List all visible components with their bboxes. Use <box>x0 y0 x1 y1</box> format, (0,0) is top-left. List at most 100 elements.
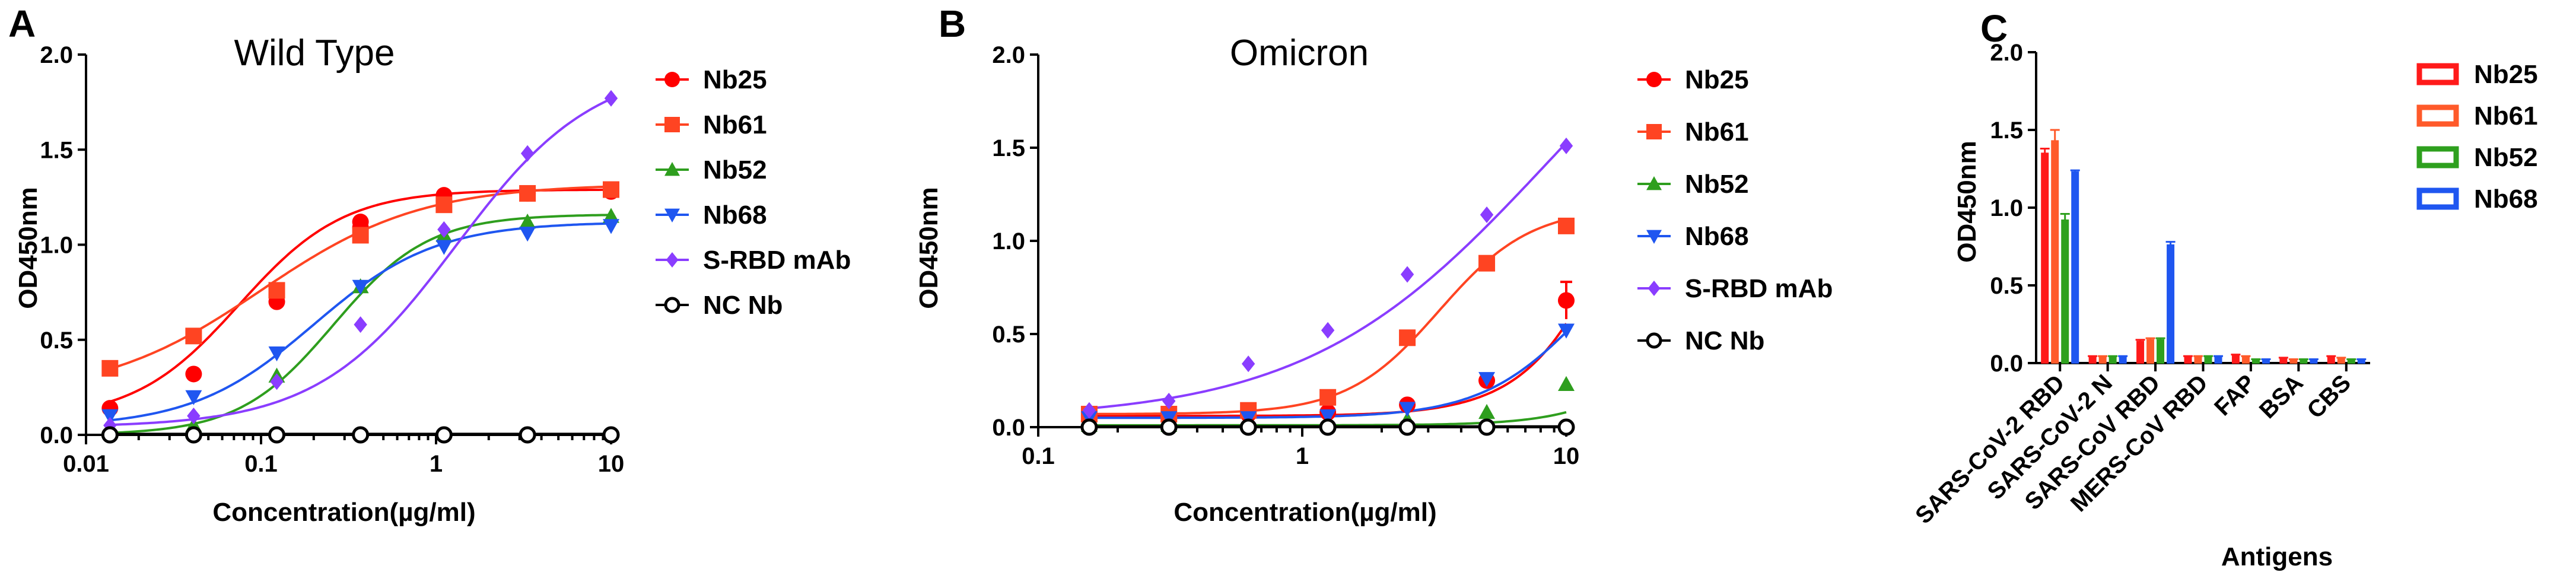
point-nc-nb <box>1239 418 1257 436</box>
series-nb68 <box>1080 323 1575 427</box>
curve-nb61 <box>1089 218 1567 415</box>
panel-b-plot-area: 0.0 0.5 1.0 1.5 2.0 0.1 1 10 <box>992 42 1579 469</box>
y-tick-label: 2.0 <box>40 42 73 68</box>
series-s-rbd-mab <box>1082 137 1573 419</box>
legend-swatch <box>2416 63 2459 85</box>
point-s-rbd-mab <box>1082 402 1096 419</box>
point-nc-nb <box>519 426 536 444</box>
legend-marker <box>1646 332 1662 349</box>
point-nb25 <box>1558 292 1575 309</box>
legend-marker <box>1646 230 1662 244</box>
bar-nb68-sars-cov-rbd <box>2167 244 2175 364</box>
y-tick-label: 0.5 <box>40 327 73 354</box>
legend-item-nb52: Nb52 <box>2416 143 2538 172</box>
point-nb61 <box>1478 255 1496 272</box>
point-nc-nb <box>602 426 620 444</box>
bar-nb68-sars-cov-2-n <box>2119 356 2127 364</box>
y-tick-label: 1.0 <box>992 228 1025 255</box>
point-nc-nb <box>1557 418 1575 436</box>
panel-a-title: Wild Type <box>234 33 395 74</box>
x-tick-label: FAP <box>2209 370 2260 421</box>
panel-b-x-axis-label: Concentration(µg/ml) <box>1173 498 1436 527</box>
point-nb68 <box>519 227 536 242</box>
bar-nb52-sars-cov-2-n <box>2108 356 2117 364</box>
point-nc-nb <box>101 426 119 444</box>
series-nc-nb <box>1080 418 1575 436</box>
legend-label: Nb25 <box>2474 60 2538 89</box>
legend-label: Nb25 <box>1685 65 1749 94</box>
bar-nb61-sars-cov-rbd <box>2146 339 2155 364</box>
legend-label: Nb25 <box>703 65 767 94</box>
bar-nb25-sars-cov-2-rbd <box>2041 152 2049 364</box>
point-nb68 <box>435 240 453 255</box>
point-s-rbd-mab <box>1321 322 1335 339</box>
legend-label: Nb52 <box>2474 143 2538 172</box>
legend-label: S-RBD mAb <box>1685 274 1833 303</box>
bar-nb61-cbs <box>2337 358 2345 364</box>
series-s-rbd-mab <box>103 90 618 434</box>
legend-label: Nb61 <box>703 110 767 139</box>
legend-item-s-rbd-mab: S-RBD mAb <box>656 246 851 275</box>
bar-nb25-sars-cov-2-n <box>2088 356 2097 364</box>
point-nb68 <box>185 390 202 405</box>
legend-item-nb25: Nb25 <box>656 65 767 94</box>
legend-marker <box>664 117 680 132</box>
x-tick-label: BSA <box>2254 370 2308 424</box>
curve-s-rbd-mab <box>110 97 612 427</box>
legend-label: Nb61 <box>1685 117 1749 147</box>
x-tick-label: 0.1 <box>244 451 278 477</box>
point-nb25-replicate <box>352 214 369 231</box>
curve-s-rbd-mab <box>1089 142 1567 410</box>
bar-nb68-cbs <box>2357 359 2365 364</box>
panel-a-plot-area: 0.0 0.5 1.0 1.5 2.0 0.01 0.1 1 10 <box>40 42 624 477</box>
series-nb68 <box>101 219 619 424</box>
point-s-rbd-mab <box>1162 393 1176 410</box>
point-nb52 <box>519 214 536 229</box>
legend-item-nb61: Nb61 <box>1637 117 1749 147</box>
y-tick-label: 2.0 <box>992 42 1025 68</box>
legend-label: Nb61 <box>2474 101 2538 131</box>
legend-marker <box>664 208 680 222</box>
x-tick-label: CBS <box>2302 370 2356 424</box>
panel-a-letter: A <box>8 2 36 45</box>
legend-item-nc-nb: NC Nb <box>1637 326 1764 355</box>
legend-item-nb25: Nb25 <box>1637 65 1749 94</box>
panel-c-legend: Nb25 Nb61 Nb52 Nb68 <box>2416 60 2538 214</box>
bar-nb61-sars-cov-2-rbd <box>2051 140 2059 364</box>
point-nb52 <box>1558 376 1575 391</box>
point-nc-nb <box>435 426 453 444</box>
legend-item-nb61: Nb61 <box>656 110 767 139</box>
bar-nb68-mers-cov-rbd <box>2214 356 2222 364</box>
point-nb68 <box>603 219 619 234</box>
bar-nb25-fap <box>2231 354 2240 364</box>
legend-label: Nb68 <box>1685 222 1749 251</box>
legend-swatch <box>2416 146 2459 168</box>
legend-item-nc-nb: NC Nb <box>656 291 783 320</box>
point-nb61 <box>352 227 369 244</box>
y-tick-label: 0.0 <box>40 422 73 449</box>
bar-nb61-fap <box>2241 356 2250 364</box>
point-s-rbd-mab <box>520 145 535 162</box>
point-s-rbd-mab <box>270 373 284 390</box>
legend-swatch <box>2416 187 2459 210</box>
point-nc-nb <box>1398 418 1416 436</box>
legend-item-nb25: Nb25 <box>2416 60 2538 89</box>
bar-nb68-bsa <box>2310 359 2318 364</box>
point-nb68 <box>1478 372 1496 387</box>
x-tick-label: 10 <box>598 451 625 477</box>
bar-nb52-sars-cov-rbd <box>2157 339 2165 364</box>
y-tick-label: 1.5 <box>40 137 73 163</box>
point-nb68 <box>1319 409 1337 425</box>
point-s-rbd-mab <box>1559 137 1573 154</box>
legend-item-nb68: Nb68 <box>1637 222 1749 251</box>
legend-item-nb68: Nb68 <box>2416 185 2538 214</box>
bar-nb61-mers-cov-rbd <box>2194 356 2202 364</box>
point-nb61 <box>268 282 285 299</box>
point-nc-nb <box>1160 418 1178 436</box>
point-s-rbd-mab <box>604 90 618 107</box>
point-s-rbd-mab <box>1480 206 1494 224</box>
point-nb61 <box>1319 389 1337 406</box>
panel-a-legend: Nb25 Nb61 Nb52 Nb68 S-RBD mAb NC Nb <box>656 65 851 320</box>
legend-label: NC Nb <box>1685 326 1764 355</box>
